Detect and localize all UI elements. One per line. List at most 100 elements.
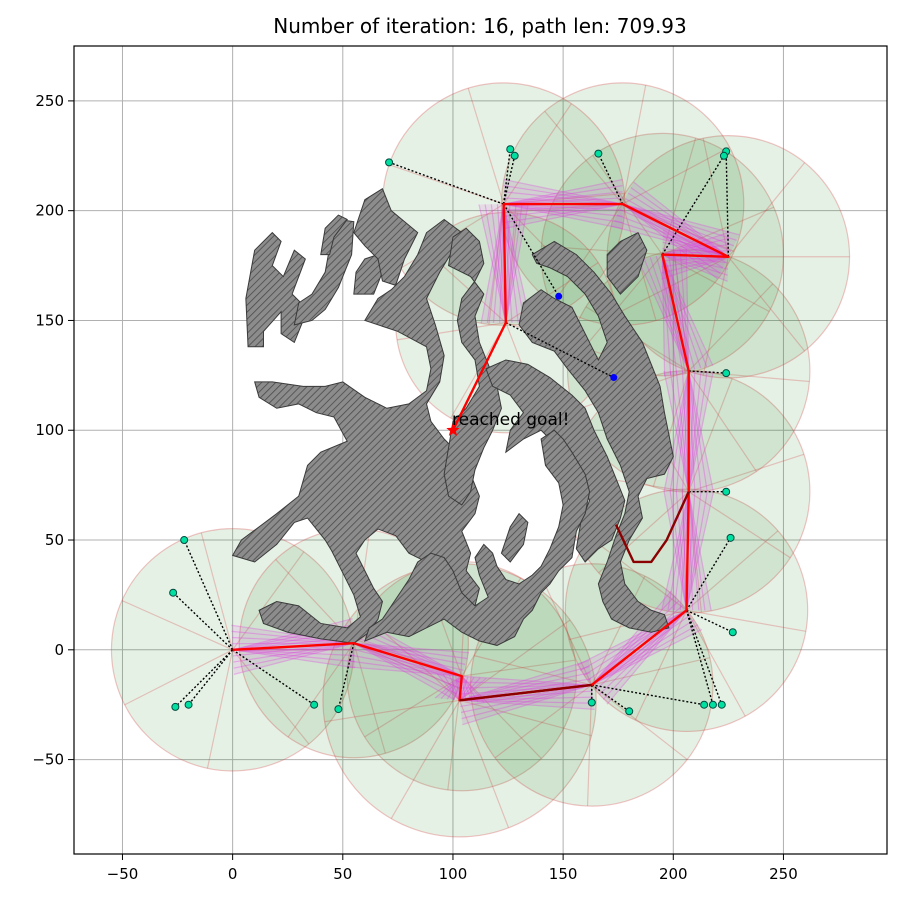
fan-ray: [436, 673, 461, 701]
x-tick-label: 50: [333, 865, 352, 883]
sample-edge: [685, 610, 723, 705]
sample-edge: [232, 649, 315, 706]
node-ray: [673, 250, 690, 372]
fan-ray: [662, 241, 729, 258]
node-ray: [503, 192, 625, 205]
sample-edges: [172, 149, 734, 712]
x-tick-label: 100: [439, 865, 468, 883]
fan-ray: [688, 370, 702, 492]
fan-area: [591, 591, 702, 685]
node-ray: [459, 699, 592, 737]
sample-edge: [661, 155, 725, 255]
node-ray: [467, 88, 505, 205]
sample-point: [506, 145, 515, 154]
fan-ray: [461, 684, 592, 720]
fan-ray: [503, 203, 623, 217]
x-tick-label: −50: [107, 865, 139, 883]
fan-ray: [614, 220, 729, 258]
fan-ray: [591, 595, 676, 686]
node-ray: [488, 204, 505, 325]
fan-ray: [576, 609, 687, 667]
node-ray: [591, 575, 646, 686]
goal-annotation: reached goal!: [452, 410, 569, 430]
node-ray: [662, 206, 775, 256]
fan-ray: [598, 609, 687, 696]
fan-ray: [503, 203, 623, 230]
fan-ray: [232, 649, 356, 669]
sample-edge: [503, 203, 560, 297]
fan-ray: [503, 203, 623, 224]
sample-point: [700, 700, 709, 709]
fan-ray: [661, 491, 690, 610]
fan-ray: [503, 185, 623, 205]
fan-ray: [505, 203, 529, 323]
node-ray: [688, 378, 733, 492]
node-ray: [688, 453, 805, 493]
sample-edge: [502, 149, 511, 205]
node-ray: [505, 213, 518, 323]
obstacle: [320, 214, 348, 256]
sample-point-blue: [610, 374, 618, 382]
fan-area: [231, 625, 354, 674]
sample-point: [169, 588, 178, 597]
fan-ray: [459, 677, 481, 701]
x-tick-label: 150: [549, 865, 578, 883]
fan-ray: [606, 609, 687, 705]
fan-ray: [661, 256, 729, 274]
fan-ray: [673, 491, 690, 611]
fan-ray: [233, 642, 354, 675]
sample-point: [385, 158, 394, 167]
fan-ray: [688, 491, 706, 611]
sample-edge: [686, 609, 734, 633]
fan-ray: [661, 254, 672, 376]
y-axis-ticks: −50 0 50 100 150 200 250: [32, 92, 74, 769]
fan-ray: [661, 254, 678, 374]
sample-point: [726, 533, 735, 542]
node-ray: [353, 643, 386, 754]
node-ray: [287, 642, 355, 738]
fan-ray: [461, 675, 473, 702]
sample-point: [719, 151, 728, 160]
goal-star: [446, 423, 460, 436]
fan-ray: [503, 191, 623, 205]
goal-marker: [446, 423, 460, 436]
fan-area: [576, 610, 687, 704]
sample-edge: [597, 153, 624, 205]
fan-ray: [662, 254, 728, 276]
fan-ray: [662, 254, 728, 282]
fan-ray: [505, 203, 517, 323]
node-ray: [232, 551, 305, 651]
fan-ray: [459, 659, 590, 701]
fan-ray: [675, 370, 690, 492]
fan-ray: [503, 203, 623, 230]
fan-ray: [503, 178, 623, 205]
fan-ray: [503, 178, 623, 205]
fan-ray: [353, 642, 470, 654]
sample-point: [184, 700, 193, 709]
fan-ray: [679, 250, 690, 371]
node-ray: [727, 162, 806, 258]
plot-frame: [73, 45, 888, 855]
fan-ray: [484, 204, 507, 323]
fan-ray: [440, 675, 463, 700]
obstacle: [231, 218, 480, 644]
fan-area: [622, 204, 740, 279]
fan-ray: [688, 370, 714, 492]
fan-ray: [350, 654, 462, 677]
node-ray: [353, 642, 460, 689]
node-ray: [459, 700, 510, 829]
fan-ray: [663, 491, 688, 611]
fan-ray: [649, 257, 690, 372]
node-ray: [661, 254, 770, 313]
fan-ray: [480, 203, 505, 324]
fan-ray: [688, 370, 708, 492]
node-ray: [461, 659, 576, 677]
sample-edge: [591, 684, 705, 706]
sample-edge: [183, 539, 234, 651]
obstacle: [485, 359, 626, 563]
node-ray: [552, 203, 624, 304]
sample-point: [587, 698, 596, 707]
fan-ray: [688, 370, 702, 492]
sample-edge: [174, 649, 234, 708]
fan-ray: [353, 642, 457, 695]
